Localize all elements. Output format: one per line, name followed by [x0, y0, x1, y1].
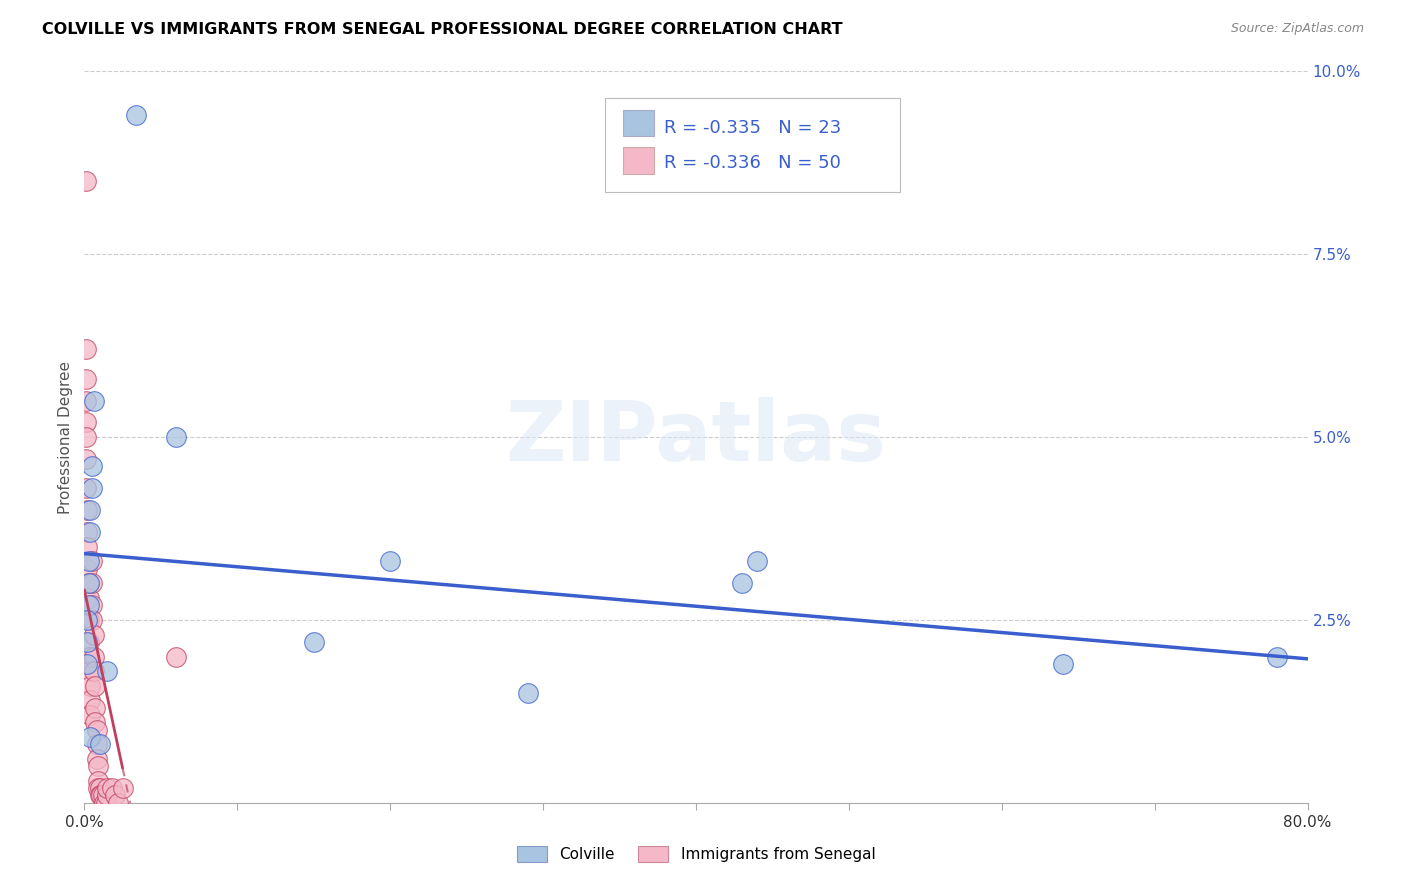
Immigrants from Senegal [101, 781, 124, 796]
Immigrants from Senegal [77, 576, 100, 591]
Immigrants from Senegal [104, 789, 127, 803]
Immigrants from Senegal [75, 393, 97, 408]
Immigrants from Senegal [80, 554, 103, 568]
Colville [77, 599, 100, 613]
Immigrants from Senegal [89, 781, 111, 796]
Colville [302, 635, 325, 649]
Immigrants from Senegal [87, 773, 110, 788]
Immigrants from Senegal [75, 481, 97, 495]
Colville [516, 686, 538, 700]
Colville [79, 730, 101, 744]
Immigrants from Senegal [84, 700, 107, 714]
Colville [79, 503, 101, 517]
Immigrants from Senegal [75, 174, 97, 188]
Colville [80, 481, 103, 495]
Colville [77, 554, 100, 568]
Immigrants from Senegal [75, 430, 97, 444]
Immigrants from Senegal [80, 599, 103, 613]
Colville [89, 737, 111, 751]
Immigrants from Senegal [79, 693, 101, 707]
Text: Source: ZipAtlas.com: Source: ZipAtlas.com [1230, 22, 1364, 36]
Immigrants from Senegal [87, 781, 110, 796]
Immigrants from Senegal [77, 649, 100, 664]
Colville [1265, 649, 1288, 664]
Immigrants from Senegal [83, 627, 105, 641]
Colville [76, 635, 98, 649]
Immigrants from Senegal [80, 613, 103, 627]
Immigrants from Senegal [83, 664, 105, 678]
Immigrants from Senegal [86, 723, 108, 737]
Immigrants from Senegal [77, 591, 100, 605]
Immigrants from Senegal [93, 796, 115, 810]
Immigrants from Senegal [75, 452, 97, 467]
Immigrants from Senegal [75, 343, 97, 357]
Immigrants from Senegal [77, 635, 100, 649]
Immigrants from Senegal [79, 664, 101, 678]
Immigrants from Senegal [90, 789, 112, 803]
Immigrants from Senegal [76, 503, 98, 517]
Colville [747, 554, 769, 568]
Colville [96, 664, 118, 678]
Text: COLVILLE VS IMMIGRANTS FROM SENEGAL PROFESSIONAL DEGREE CORRELATION CHART: COLVILLE VS IMMIGRANTS FROM SENEGAL PROF… [42, 22, 842, 37]
Immigrants from Senegal [84, 715, 107, 730]
Immigrants from Senegal [165, 649, 187, 664]
Immigrants from Senegal [83, 649, 105, 664]
Colville [380, 554, 402, 568]
Colville [83, 393, 105, 408]
Colville [731, 576, 754, 591]
Legend: Colville, Immigrants from Senegal: Colville, Immigrants from Senegal [510, 840, 882, 868]
Immigrants from Senegal [86, 752, 108, 766]
Immigrants from Senegal [84, 679, 107, 693]
Immigrants from Senegal [96, 781, 118, 796]
Immigrants from Senegal [91, 789, 114, 803]
Colville [76, 613, 98, 627]
Colville [125, 108, 148, 122]
Immigrants from Senegal [76, 525, 98, 540]
Immigrants from Senegal [79, 708, 101, 723]
Colville [165, 430, 187, 444]
Immigrants from Senegal [89, 789, 111, 803]
Immigrants from Senegal [79, 679, 101, 693]
Immigrants from Senegal [107, 796, 129, 810]
Immigrants from Senegal [87, 759, 110, 773]
Colville [76, 657, 98, 671]
Colville [1052, 657, 1074, 671]
Text: ZIPatlas: ZIPatlas [506, 397, 886, 477]
Colville [79, 525, 101, 540]
Immigrants from Senegal [86, 737, 108, 751]
Immigrants from Senegal [76, 562, 98, 576]
Colville [77, 576, 100, 591]
Y-axis label: Professional Degree: Professional Degree [58, 360, 73, 514]
Immigrants from Senegal [80, 576, 103, 591]
Immigrants from Senegal [77, 613, 100, 627]
Immigrants from Senegal [111, 781, 134, 796]
Immigrants from Senegal [75, 416, 97, 430]
Immigrants from Senegal [75, 371, 97, 385]
Immigrants from Senegal [96, 789, 118, 803]
Colville [80, 459, 103, 474]
Text: R = -0.336   N = 50: R = -0.336 N = 50 [664, 154, 841, 172]
Immigrants from Senegal [94, 796, 117, 810]
Text: R = -0.335   N = 23: R = -0.335 N = 23 [664, 119, 841, 136]
Immigrants from Senegal [76, 540, 98, 554]
